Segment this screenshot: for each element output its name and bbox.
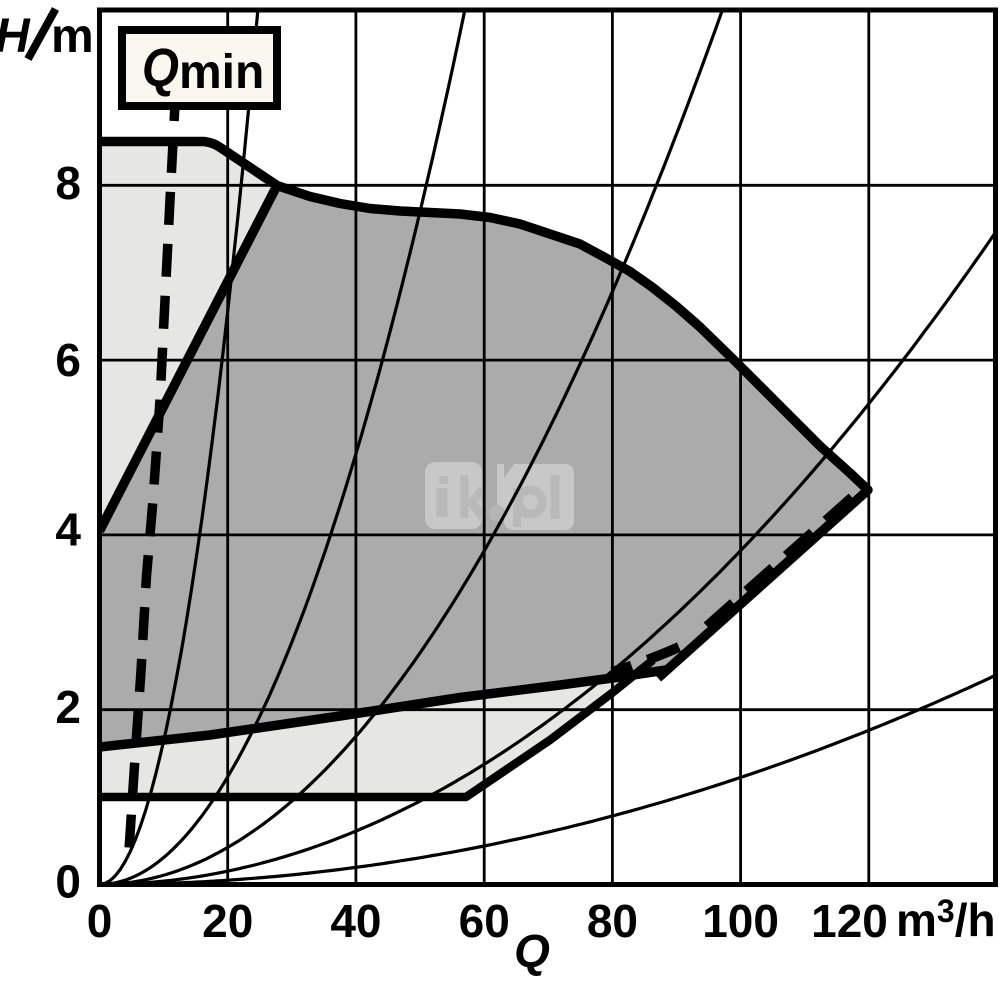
svg-text:4: 4 bbox=[55, 504, 81, 556]
svg-text:0: 0 bbox=[87, 895, 113, 947]
svg-text:2: 2 bbox=[55, 681, 81, 733]
svg-text:min: min bbox=[179, 46, 264, 99]
svg-text:0: 0 bbox=[55, 856, 81, 908]
svg-text:60: 60 bbox=[459, 895, 510, 947]
svg-text:m: m bbox=[51, 10, 94, 63]
svg-text:100: 100 bbox=[702, 895, 779, 947]
svg-text:6: 6 bbox=[55, 334, 81, 386]
svg-text:Q: Q bbox=[514, 925, 550, 977]
svg-text:20: 20 bbox=[202, 895, 253, 947]
svg-text:H: H bbox=[0, 10, 31, 63]
svg-text:40: 40 bbox=[330, 895, 381, 947]
svg-text:Q: Q bbox=[142, 37, 179, 98]
svg-text:120: 120 bbox=[811, 895, 888, 947]
svg-text:8: 8 bbox=[55, 157, 81, 209]
svg-text:80: 80 bbox=[587, 895, 638, 947]
